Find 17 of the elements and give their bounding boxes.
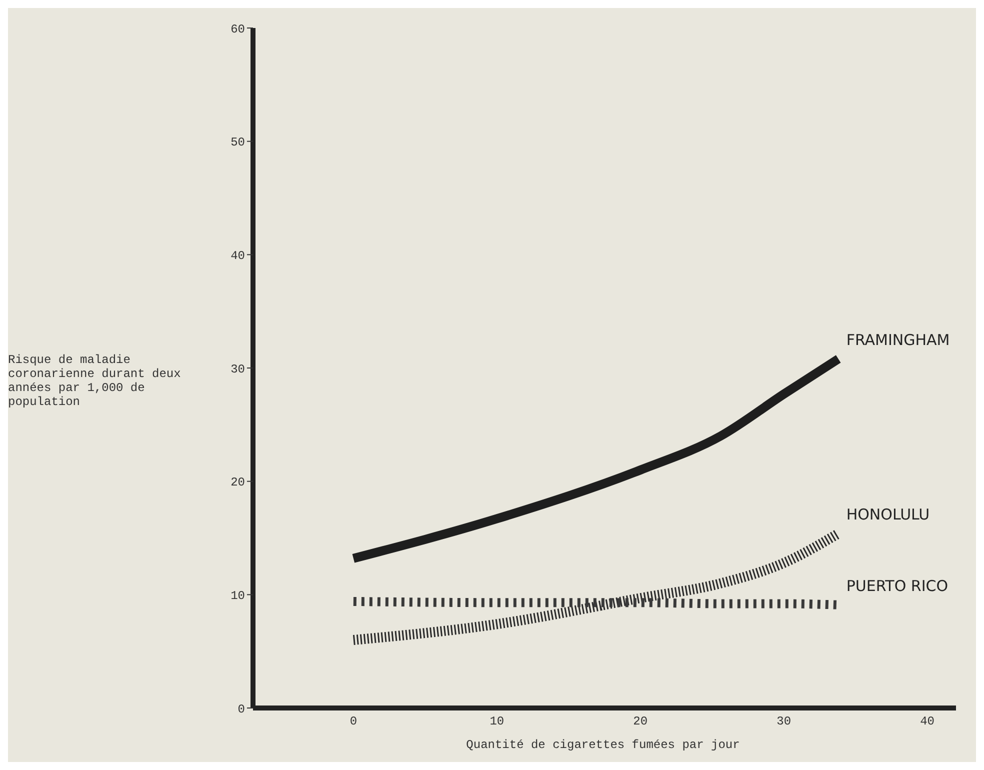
series-label: HONOLULU: [846, 505, 930, 524]
x-axis-title: Quantité de cigarettes fumées par jour: [465, 738, 741, 752]
x-tick-label: 10: [490, 714, 504, 729]
y-tick-label: 40: [230, 248, 245, 263]
x-tick-label: 40: [920, 714, 935, 729]
y-axis-title: Risque de maladie coronarienne durant deux années par 1,000 de population: [8, 353, 182, 409]
series-label: FRAMINGHAM: [846, 330, 950, 349]
y-tick-label: 10: [230, 588, 245, 603]
y-tick-label: 20: [230, 476, 245, 490]
series-label: PUERTO RICO: [846, 576, 948, 595]
y-tick-label: 50: [230, 136, 245, 150]
x-tick-label: 20: [633, 714, 648, 729]
y-tick-label: 30: [230, 362, 245, 376]
y-tick-label: 0: [238, 702, 245, 716]
y-tick-label: 60: [230, 22, 245, 36]
x-tick-label: 0: [350, 714, 358, 729]
x-tick-label: 30: [776, 714, 792, 729]
